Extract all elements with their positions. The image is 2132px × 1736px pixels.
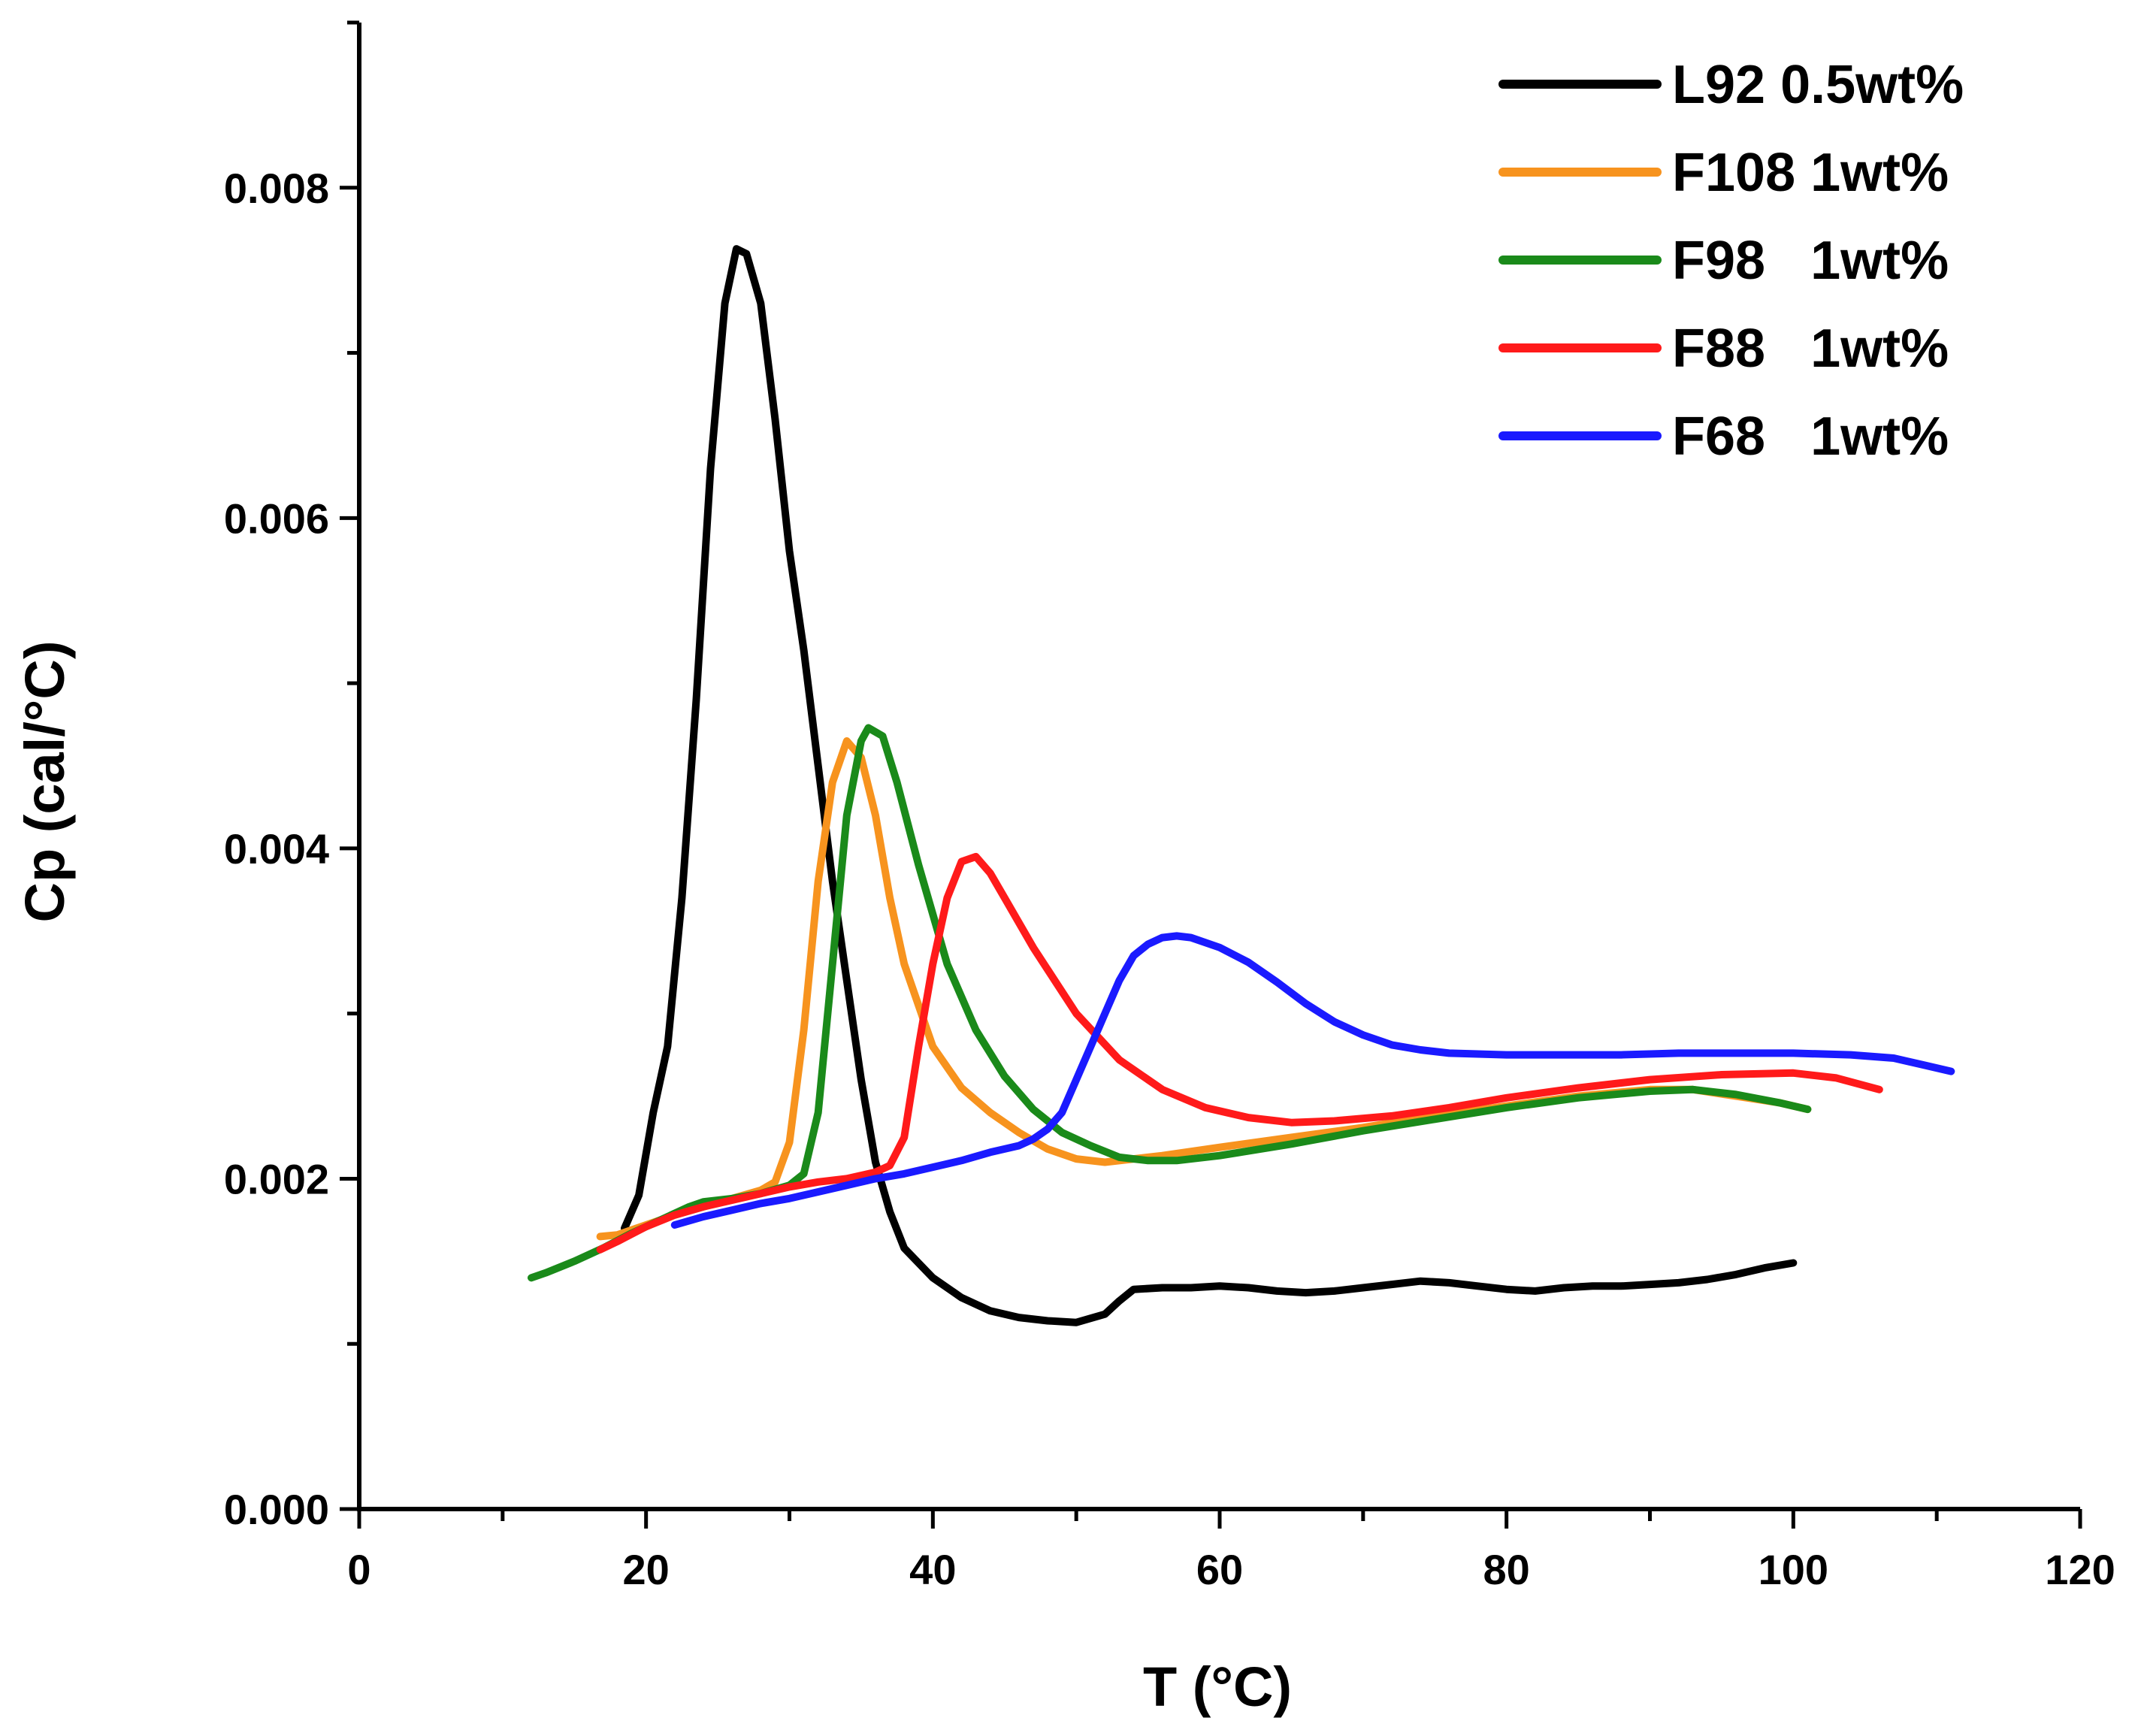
x-axis-title: T (°C) xyxy=(1143,1656,1292,1718)
legend-label: F98 1wt% xyxy=(1672,231,1949,291)
legend-label: L92 0.5wt% xyxy=(1672,55,1964,115)
legend: L92 0.5wt% F108 1wt% F98 1wt% F88 1wt% F68 1… xyxy=(1498,55,1964,467)
series-line-4 xyxy=(670,932,1955,1229)
y-axis-title: Cp (cal/°C) xyxy=(14,641,76,923)
legend-label: F108 1wt% xyxy=(1672,143,1949,203)
legend-label: F68 1wt% xyxy=(1672,407,1949,467)
y-ticks: 0.000 0.002 0.004 0.006 0.008 xyxy=(224,20,359,1533)
series-line-0 xyxy=(621,245,1798,1326)
x-tick-label: 0 xyxy=(347,1546,370,1593)
x-ticks: 0 20 40 60 80 100 120 xyxy=(347,1509,2115,1593)
y-tick-label: 0.004 xyxy=(224,825,329,873)
series-line-2 xyxy=(528,724,1812,1282)
legend-label: F88 1wt% xyxy=(1672,319,1949,379)
x-tick-label: 20 xyxy=(623,1546,670,1593)
series-line-3 xyxy=(596,852,1883,1254)
y-tick-label: 0.006 xyxy=(224,494,329,542)
x-tick-label: 60 xyxy=(1196,1546,1243,1593)
y-tick-label: 0.000 xyxy=(224,1486,329,1533)
y-tick-label: 0.008 xyxy=(224,165,329,212)
y-tick-label: 0.002 xyxy=(224,1155,329,1202)
x-tick-label: 120 xyxy=(2045,1546,2115,1593)
x-tick-label: 100 xyxy=(1759,1546,1828,1593)
series-line-1 xyxy=(596,737,1812,1241)
series-layer xyxy=(528,245,1955,1326)
x-tick-label: 40 xyxy=(909,1546,956,1593)
x-tick-label: 80 xyxy=(1483,1546,1530,1593)
